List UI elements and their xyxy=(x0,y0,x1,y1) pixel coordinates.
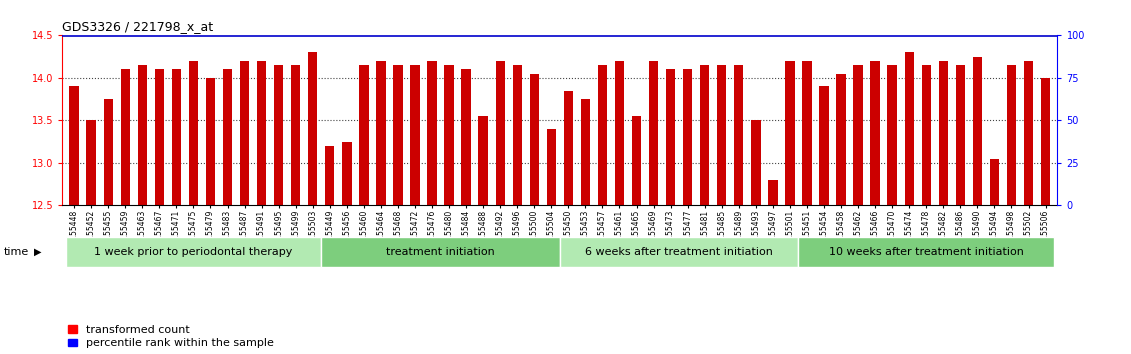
Bar xyxy=(308,52,318,205)
Bar xyxy=(798,237,1054,267)
Bar xyxy=(206,78,215,205)
Bar xyxy=(321,237,560,267)
Bar xyxy=(360,65,369,205)
Bar xyxy=(394,65,403,205)
Text: 1 week prior to periodontal therapy: 1 week prior to periodontal therapy xyxy=(94,247,293,257)
Bar xyxy=(888,65,897,205)
Bar xyxy=(189,61,198,205)
Bar xyxy=(1007,65,1016,205)
Bar xyxy=(1024,61,1034,205)
Bar xyxy=(155,69,164,205)
Bar xyxy=(700,65,709,205)
Bar xyxy=(905,52,914,205)
Legend: transformed count, percentile rank within the sample: transformed count, percentile rank withi… xyxy=(68,325,274,348)
Bar xyxy=(223,69,232,205)
Bar xyxy=(560,237,798,267)
Bar xyxy=(529,74,539,205)
Bar xyxy=(922,65,931,205)
Bar xyxy=(598,65,607,205)
Bar xyxy=(172,69,181,205)
Bar xyxy=(785,61,795,205)
Bar xyxy=(854,65,863,205)
Bar xyxy=(871,61,880,205)
Bar xyxy=(69,86,79,205)
Text: GDS3326 / 221798_x_at: GDS3326 / 221798_x_at xyxy=(62,20,214,33)
Bar xyxy=(121,69,130,205)
Bar xyxy=(274,65,284,205)
Text: treatment initiation: treatment initiation xyxy=(386,247,495,257)
Bar xyxy=(956,65,965,205)
Bar xyxy=(819,86,829,205)
Bar xyxy=(444,65,454,205)
Bar xyxy=(632,116,641,205)
Bar xyxy=(649,61,658,205)
Bar xyxy=(104,99,113,205)
Bar xyxy=(512,65,521,205)
Text: 10 weeks after treatment initiation: 10 weeks after treatment initiation xyxy=(829,247,1024,257)
Bar xyxy=(768,180,778,205)
Bar xyxy=(461,69,470,205)
Bar xyxy=(939,61,948,205)
Bar xyxy=(802,61,812,205)
Bar xyxy=(325,146,335,205)
Bar xyxy=(1041,78,1051,205)
Bar xyxy=(751,120,760,205)
Bar xyxy=(411,65,420,205)
Text: time: time xyxy=(3,247,28,257)
Bar xyxy=(291,65,301,205)
Text: 6 weeks after treatment initiation: 6 weeks after treatment initiation xyxy=(585,247,774,257)
Text: ▶: ▶ xyxy=(34,247,42,257)
Bar xyxy=(666,69,675,205)
Bar xyxy=(66,237,321,267)
Bar xyxy=(342,142,352,205)
Bar xyxy=(717,65,726,205)
Bar xyxy=(990,159,999,205)
Bar xyxy=(86,120,96,205)
Bar xyxy=(478,116,487,205)
Bar xyxy=(546,129,556,205)
Bar xyxy=(615,61,624,205)
Bar xyxy=(836,74,846,205)
Bar xyxy=(138,65,147,205)
Bar xyxy=(240,61,249,205)
Bar xyxy=(377,61,386,205)
Bar xyxy=(683,69,692,205)
Bar xyxy=(563,91,573,205)
Bar xyxy=(973,57,982,205)
Bar xyxy=(257,61,266,205)
Bar xyxy=(495,61,504,205)
Bar xyxy=(580,99,590,205)
Bar xyxy=(734,65,743,205)
Bar xyxy=(428,61,437,205)
